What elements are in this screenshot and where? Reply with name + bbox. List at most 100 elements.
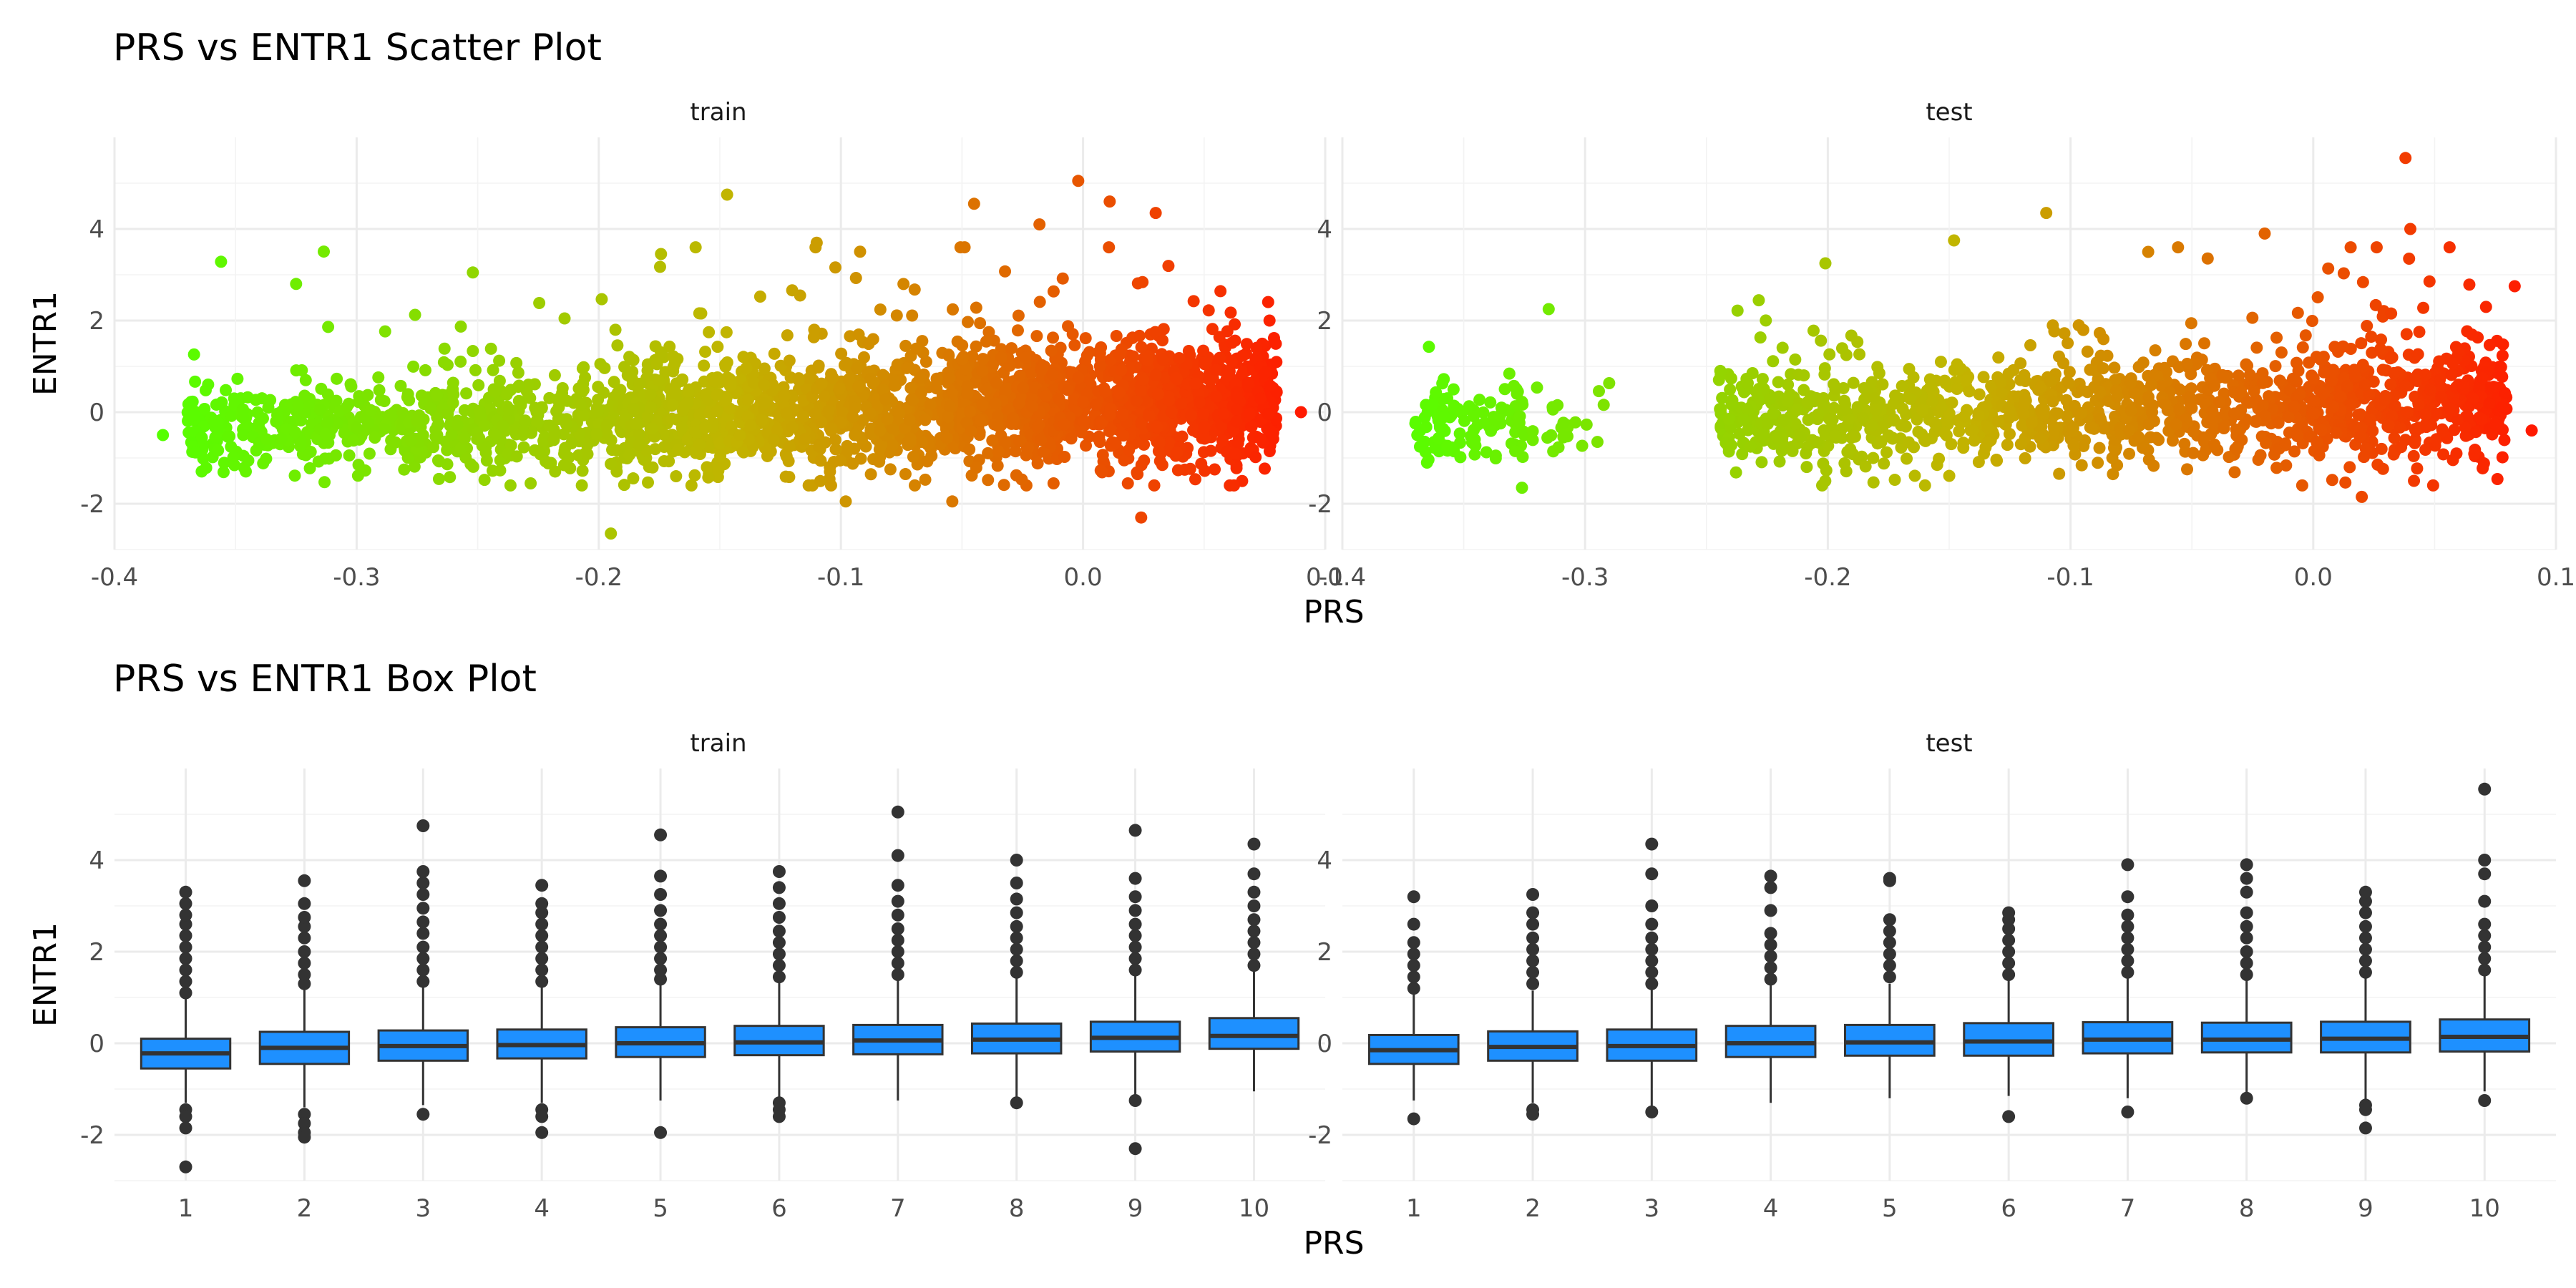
scatter-point (1777, 414, 1790, 426)
boxplot-x-tick-label: 8 (1009, 1194, 1025, 1223)
scatter-point (672, 444, 685, 457)
scatter-point (575, 479, 588, 492)
boxplot-outlier (654, 952, 668, 965)
scatter-point (351, 469, 364, 482)
scatter-point (1141, 353, 1154, 366)
scatter-point (907, 394, 919, 406)
scatter-point (222, 431, 235, 444)
scatter-point (1934, 356, 1947, 369)
scatter-point (2034, 381, 2047, 394)
scatter-point (1053, 392, 1065, 405)
scatter-point (407, 360, 420, 373)
scatter-point (812, 361, 825, 374)
scatter-point (2208, 379, 2221, 392)
boxplot-outlier (2002, 906, 2016, 919)
scatter-point (1077, 396, 1090, 409)
scatter-point (2311, 291, 2324, 303)
scatter-point (1045, 344, 1058, 357)
boxplot-outlier (891, 968, 904, 981)
boxplot-outlier (2121, 1106, 2135, 1118)
scatter-point (2107, 468, 2119, 481)
scatter-point (857, 351, 870, 364)
scatter-point (991, 419, 1004, 432)
scatter-point (2109, 374, 2122, 386)
scatter-point (1916, 404, 1929, 416)
boxplot-outlier (2358, 1103, 2372, 1116)
scatter-point (1484, 396, 1497, 409)
boxplot-y-tick-label: 0 (89, 1030, 104, 1058)
scatter-point (974, 414, 987, 426)
scatter-point (2382, 419, 2395, 431)
scatter-point (2353, 408, 2366, 421)
scatter-point (572, 449, 585, 462)
scatter-point (2185, 317, 2197, 330)
scatter-point (1468, 424, 1480, 436)
scatter-point (1880, 446, 1893, 459)
scatter-point (2318, 366, 2331, 379)
scatter-point (840, 356, 853, 369)
scatter-point (1724, 383, 1737, 396)
scatter-point (1754, 331, 1767, 344)
boxplot-x-tick-label: 7 (890, 1194, 906, 1223)
scatter-point (1823, 348, 1836, 361)
scatter-point (2180, 338, 2192, 351)
boxplot-outlier (1128, 940, 1142, 954)
scatter-point (2483, 338, 2496, 351)
scatter-point (215, 396, 228, 409)
scatter-point (2341, 380, 2353, 393)
scatter-point (1185, 409, 1198, 421)
scatter-point (2184, 391, 2197, 404)
scatter-point (857, 414, 869, 426)
scatter-point (995, 351, 1008, 364)
boxplot-outlier (1764, 904, 1777, 917)
scatter-point (2160, 366, 2173, 379)
scatter-point (991, 459, 1004, 472)
scatter-point (1541, 431, 1554, 444)
scatter-point (814, 454, 827, 467)
scatter-point (877, 369, 889, 381)
scatter-point (774, 359, 787, 372)
scatter-point (2208, 438, 2221, 451)
scatter-point (1480, 446, 1493, 459)
scatter-point (1569, 416, 1582, 429)
scatter-point (2246, 311, 2259, 324)
boxplot-outlier (2240, 872, 2253, 885)
scatter-point (1576, 439, 1589, 452)
boxplot-outlier (1010, 931, 1023, 945)
scatter-point (2491, 472, 2504, 485)
scatter-point (2403, 252, 2416, 265)
scatter-point (2446, 357, 2459, 370)
boxplot-outlier (1247, 924, 1261, 938)
scatter-point (2198, 337, 2211, 350)
scatter-point (1259, 366, 1272, 379)
scatter-point (2069, 448, 2082, 461)
scatter-point (886, 439, 899, 452)
scatter-point (1013, 369, 1026, 382)
scatter-point (799, 433, 811, 446)
scatter-point (665, 412, 678, 425)
scatter-point (189, 446, 202, 459)
scatter-point (1755, 456, 1768, 469)
scatter-point (955, 353, 968, 366)
scatter-point (2366, 424, 2379, 437)
boxplot-outlier (2478, 782, 2492, 796)
scatter-point (1815, 334, 1828, 347)
scatter-point (1767, 407, 1780, 420)
scatter-point (1473, 394, 1486, 406)
scatter-point (822, 404, 835, 417)
scatter-point (964, 405, 977, 418)
scatter-point (1243, 408, 1256, 421)
boxplot-outlier (891, 945, 904, 958)
scatter-point (447, 383, 459, 396)
scatter-point (2279, 437, 2292, 450)
scatter-point (321, 416, 333, 429)
boxplot-y-tick-label: 0 (1317, 1030, 1332, 1058)
scatter-point (627, 353, 640, 366)
scatter-point (1729, 466, 1742, 479)
boxplot-outlier (2358, 965, 2372, 979)
scatter-point (930, 372, 943, 385)
scatter-point (1230, 462, 1243, 474)
scatter-point (1249, 451, 1262, 464)
scatter-point (675, 421, 688, 434)
boxplot-outlier (1764, 972, 1777, 986)
